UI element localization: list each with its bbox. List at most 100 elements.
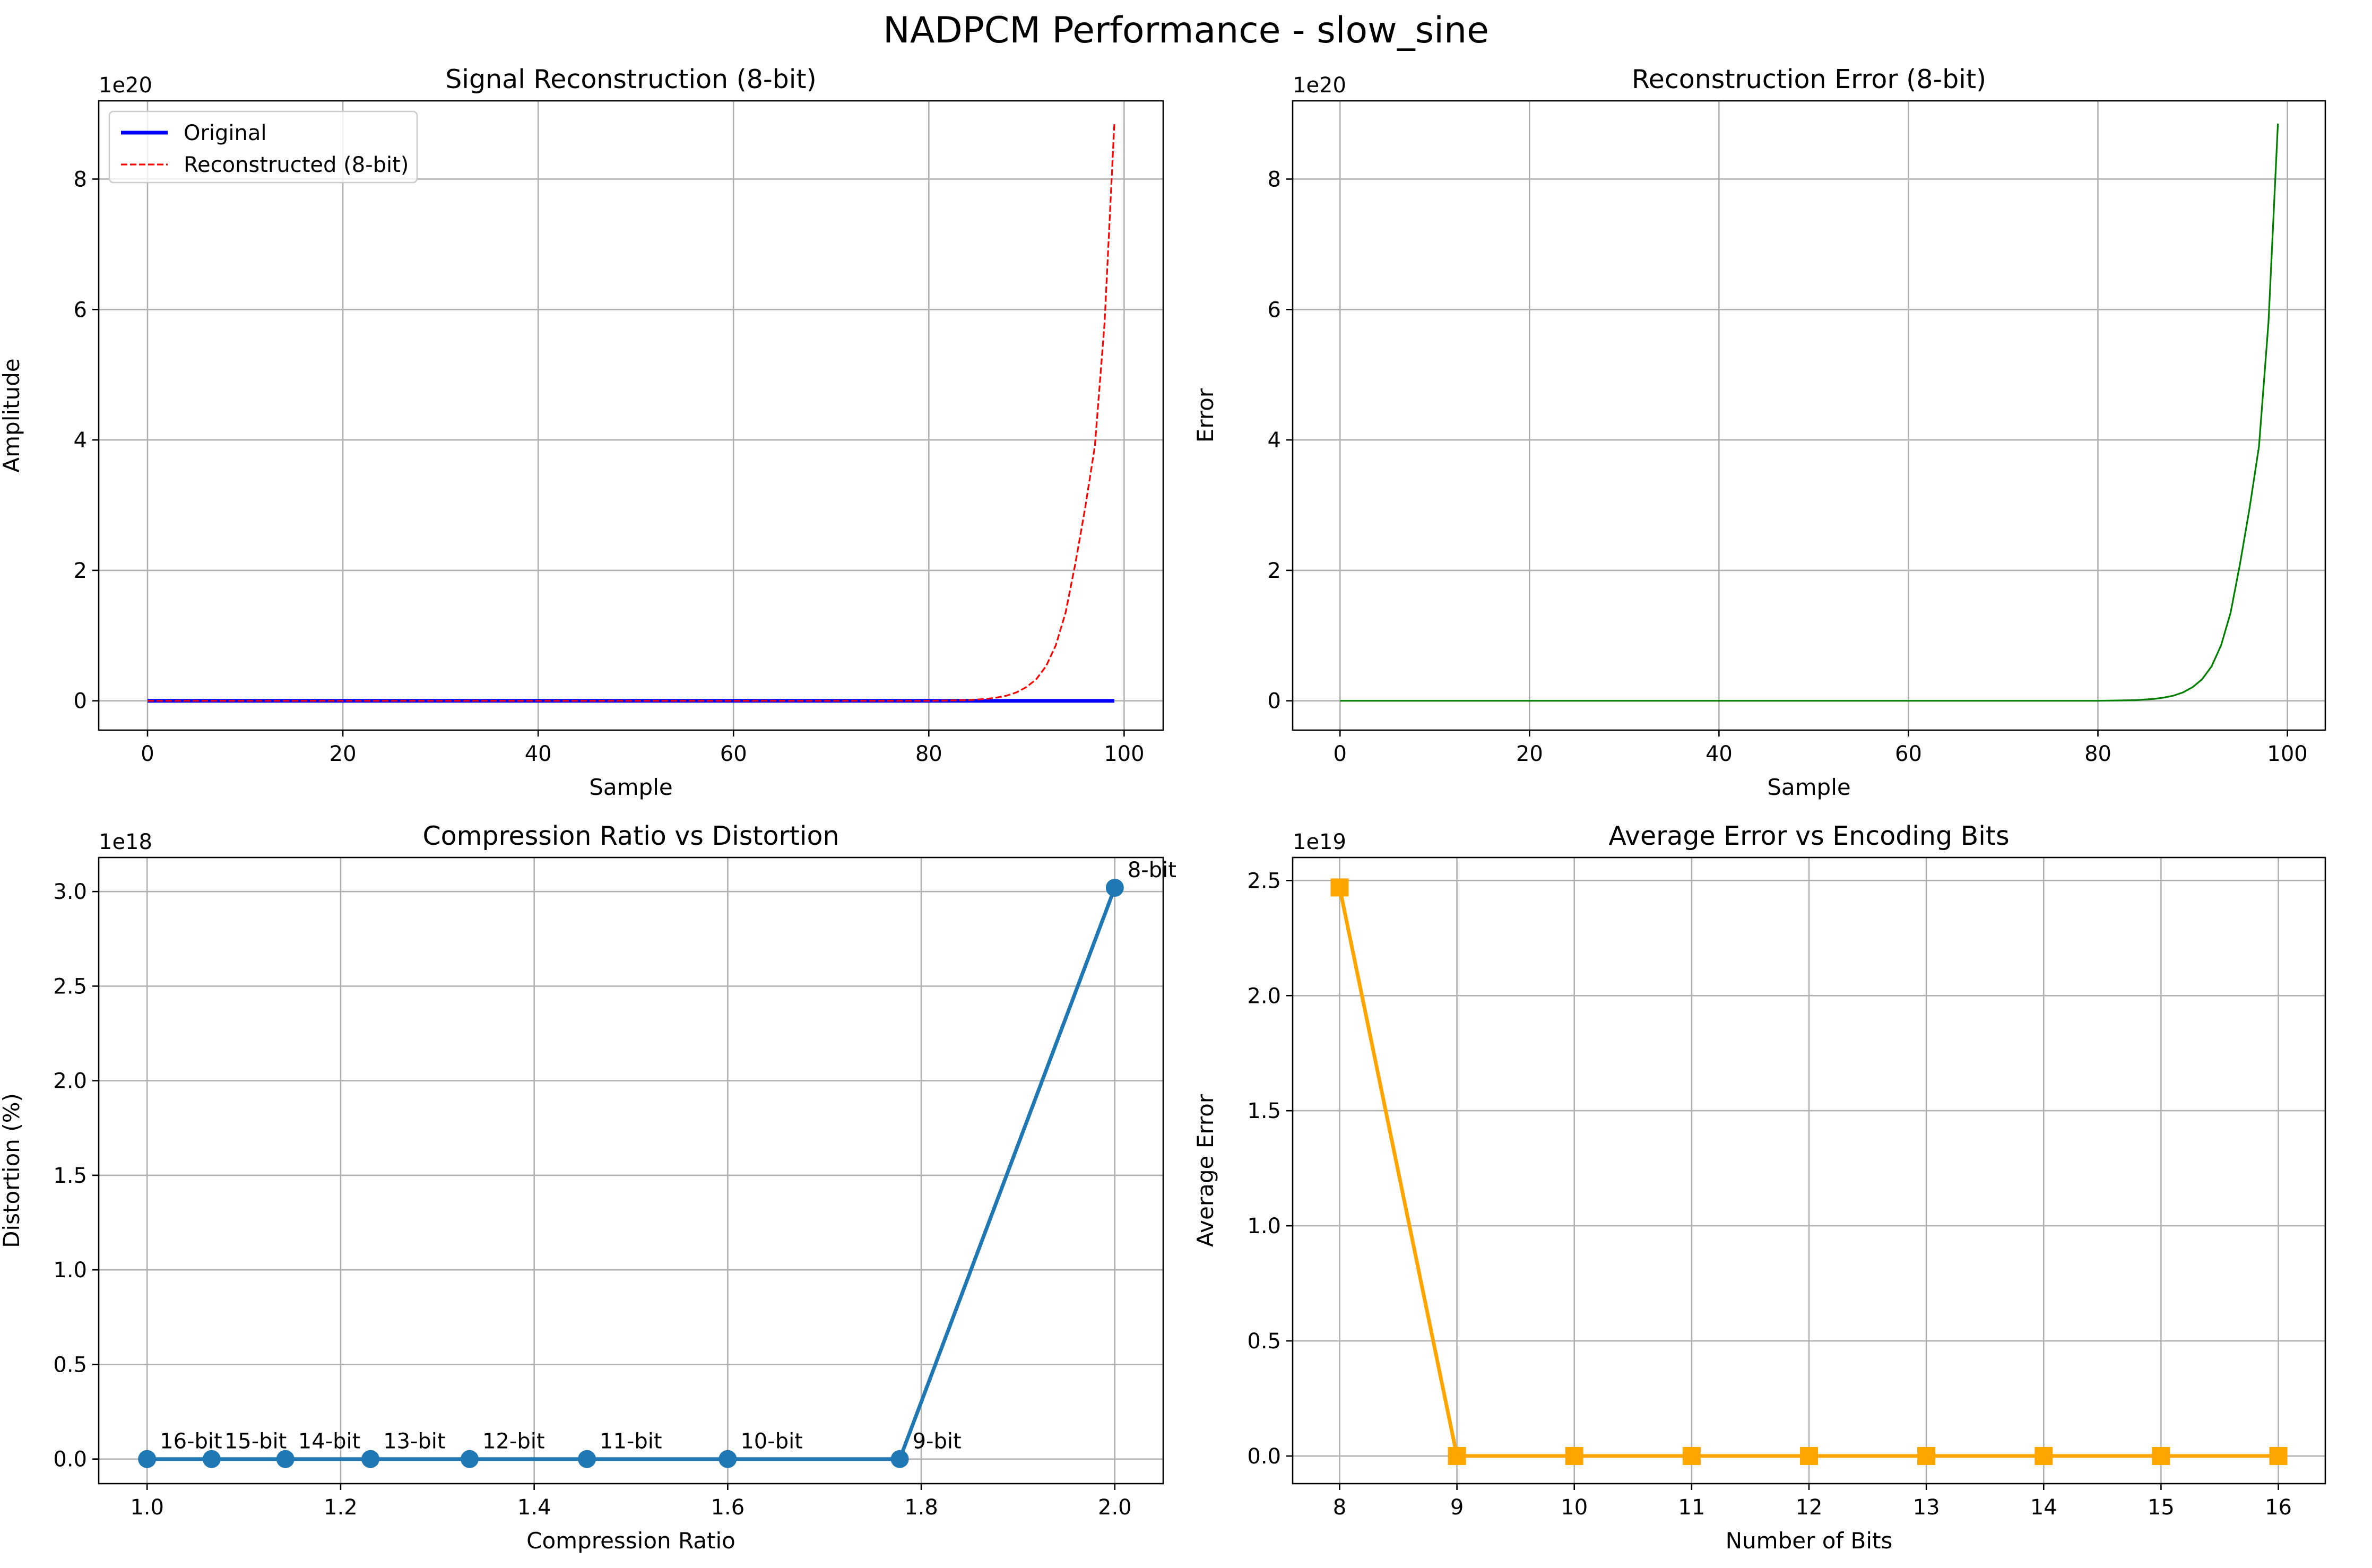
x-tick-label: 20: [330, 742, 357, 766]
point-annotation: 13-bit: [383, 1430, 446, 1454]
chart-signal-reconstruction: 0 20 40 60 80 100 0 2 4 6 8 Signal Reconstruction (…: [0, 64, 1164, 800]
point-annotation: 16-bit: [160, 1430, 222, 1454]
y-tick-label: 0: [1268, 689, 1281, 714]
y-tick-label: 0: [74, 689, 87, 714]
legend: Original Reconstructed (8-bit): [108, 110, 418, 184]
y-tick-label: 4: [74, 428, 87, 453]
data-point: [1330, 878, 1349, 897]
x-tick-label: 1.2: [324, 1495, 358, 1520]
y-tick-label: 2.5: [53, 974, 87, 999]
y-tick-label: 1.0: [1247, 1214, 1281, 1238]
y-tick-label: 3.0: [53, 880, 87, 904]
axes-frame: [1292, 100, 2326, 731]
data-point: [1800, 1446, 1818, 1465]
x-axis-label: Sample: [589, 774, 672, 800]
x-tick-label: 20: [1516, 742, 1543, 766]
x-tick-label: 0: [1334, 742, 1347, 766]
chart-title: Compression Ratio vs Distortion: [422, 821, 839, 851]
data-point: [578, 1450, 596, 1468]
series-line-1: [148, 123, 1115, 702]
x-tick-label: 11: [1678, 1495, 1705, 1520]
legend-box: [108, 110, 418, 184]
data-point: [1917, 1446, 1936, 1465]
y-axis-offset-label: 1e19: [1293, 830, 1346, 854]
y-tick-label: 2.5: [1247, 869, 1281, 893]
data-point: [2152, 1446, 2170, 1465]
legend-label: Original: [184, 121, 267, 145]
x-tick-label: 12: [1796, 1495, 1823, 1520]
x-tick-label: 15: [2148, 1495, 2175, 1520]
x-tick-label: 60: [720, 742, 747, 766]
point-annotation: 11-bit: [600, 1430, 662, 1454]
point-annotation: 10-bit: [740, 1430, 803, 1454]
x-tick-label: 80: [2084, 742, 2111, 766]
x-tick-label: 2.0: [1098, 1495, 1132, 1520]
y-tick-label: 1.5: [1247, 1099, 1281, 1123]
y-axis-offset-label: 1e20: [1293, 73, 1346, 98]
y-tick-label: 2.0: [1247, 984, 1281, 1008]
x-tick-label: 100: [1104, 742, 1144, 766]
data-point: [276, 1450, 295, 1468]
x-tick-label: 40: [525, 742, 552, 766]
axes-frame: [98, 856, 1164, 1485]
axes-frame: [1292, 856, 2326, 1485]
x-tick-label: 16: [2265, 1495, 2292, 1520]
y-tick-label: 6: [1268, 298, 1281, 322]
y-axis-offset-label: 1e18: [99, 830, 152, 854]
series-line-0: [1340, 123, 2279, 702]
y-tick-label: 2: [1268, 559, 1281, 583]
chart-title: Signal Reconstruction (8-bit): [445, 64, 816, 94]
legend-label: Reconstructed (8-bit): [184, 153, 409, 177]
chart-title: Reconstruction Error (8-bit): [1632, 64, 1986, 94]
x-tick-label: 9: [1450, 1495, 1464, 1520]
y-axis-offset-label: 1e20: [99, 73, 152, 98]
data-point: [361, 1450, 380, 1468]
x-tick-label: 1.0: [130, 1495, 164, 1520]
x-tick-label: 1.8: [904, 1495, 938, 1520]
data-point: [138, 1450, 157, 1468]
data-point: [718, 1450, 737, 1468]
x-tick-label: 80: [915, 742, 942, 766]
y-tick-label: 2: [74, 559, 87, 583]
data-point: [1565, 1446, 1583, 1465]
figure-title: NADPCM Performance - slow_sine: [883, 10, 1489, 51]
x-tick-label: 10: [1561, 1495, 1588, 1520]
point-annotation: 12-bit: [482, 1430, 545, 1454]
data-point: [2035, 1446, 2053, 1465]
x-axis-label: Compression Ratio: [526, 1528, 735, 1554]
chart-compression-vs-distortion: 1.0 1.2 1.4 1.6 1.8 2.0 0.0 0.5 1.0 1.5 2.0 2.5 3.0 1…: [0, 821, 1176, 1554]
x-tick-label: 14: [2030, 1495, 2057, 1520]
axes-frame: [98, 100, 1164, 731]
data-point: [1448, 1446, 1466, 1465]
x-tick-label: 1.4: [517, 1495, 551, 1520]
y-axis-label: Distortion (%): [0, 1093, 24, 1248]
data-point: [2269, 1446, 2288, 1465]
y-tick-label: 0.5: [53, 1353, 87, 1377]
data-point: [890, 1450, 909, 1468]
chart-reconstruction-error: 0 20 40 60 80 100 0 2 4 6 8 Reconstruction Error (8…: [1192, 64, 2326, 800]
data-point: [1105, 879, 1124, 897]
x-tick-label: 40: [1706, 742, 1733, 766]
chart-average-error-vs-bits: 8 9 10 11 12 13 14 15 16 0.0 0.5 1.0 1.5 2.0 2.5 Averag…: [1192, 821, 2326, 1554]
x-tick-label: 1.6: [711, 1495, 745, 1520]
y-tick-label: 4: [1268, 428, 1281, 453]
series-line-0: [147, 887, 1117, 1461]
y-axis-label: Amplitude: [0, 358, 24, 472]
data-point: [1682, 1446, 1701, 1465]
point-annotation: 15-bit: [224, 1430, 287, 1454]
data-point: [460, 1450, 479, 1468]
y-axis-label: Average Error: [1192, 1094, 1218, 1247]
point-annotation: 8-bit: [1128, 858, 1176, 882]
point-annotation: 14-bit: [298, 1430, 361, 1454]
y-tick-label: 6: [74, 298, 87, 322]
x-tick-label: 60: [1895, 742, 1922, 766]
y-tick-label: 8: [1268, 167, 1281, 192]
y-tick-label: 0.5: [1247, 1329, 1281, 1354]
x-tick-label: 100: [2267, 742, 2307, 766]
x-tick-label: 8: [1333, 1495, 1346, 1520]
y-tick-label: 0.0: [53, 1448, 87, 1472]
x-axis-label: Sample: [1767, 774, 1850, 800]
y-tick-label: 1.0: [53, 1258, 87, 1283]
